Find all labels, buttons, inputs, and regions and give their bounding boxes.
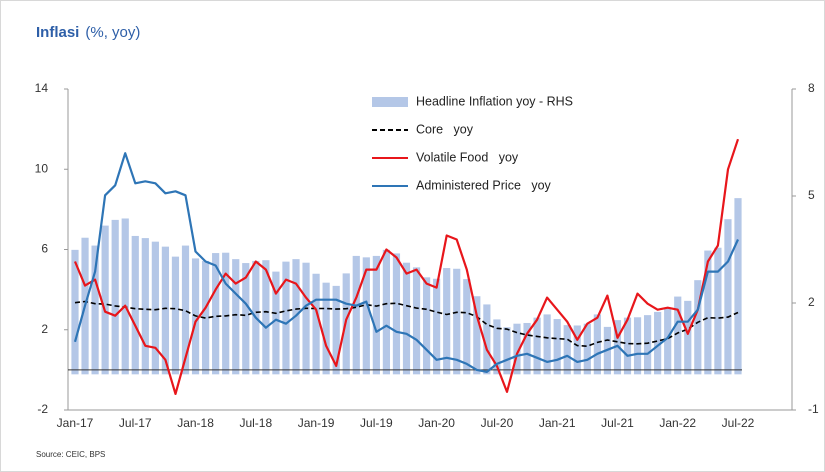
bar xyxy=(322,282,330,375)
bar xyxy=(684,300,692,375)
bar xyxy=(694,280,702,375)
bar xyxy=(453,268,461,375)
x-tick-label: Jan-18 xyxy=(177,416,214,430)
bar xyxy=(643,315,652,375)
bar xyxy=(623,317,632,375)
bar xyxy=(352,255,360,375)
bar xyxy=(704,250,712,375)
x-tick-label: Jan-22 xyxy=(659,416,696,430)
x-tick-label: Jul-19 xyxy=(360,416,393,430)
y-tick-label: 2 xyxy=(41,322,48,336)
bar xyxy=(633,317,642,375)
bar xyxy=(433,278,441,375)
bar xyxy=(473,296,481,375)
x-tick-label: Jan-19 xyxy=(298,416,335,430)
legend-swatch xyxy=(372,97,408,107)
bar xyxy=(563,325,571,375)
bar xyxy=(543,314,551,375)
bar xyxy=(222,252,230,375)
line-3 xyxy=(73,152,740,373)
bar xyxy=(422,277,431,375)
bar xyxy=(91,245,99,375)
bar xyxy=(262,260,270,375)
bar xyxy=(392,253,401,375)
bar xyxy=(674,296,682,375)
bar xyxy=(71,249,79,375)
bar xyxy=(101,225,109,375)
bar xyxy=(734,198,742,375)
bar xyxy=(412,267,421,375)
x-tick-label: Jul-20 xyxy=(481,416,514,430)
bar xyxy=(483,304,491,375)
bar xyxy=(131,235,139,375)
y2-tick-label: 5 xyxy=(808,188,815,202)
bar xyxy=(463,279,471,375)
bar xyxy=(312,273,320,375)
legend-label: Headline Inflation yoy - RHS xyxy=(416,94,573,108)
y2-tick-label: 2 xyxy=(808,295,815,309)
bar xyxy=(121,218,129,375)
bar xyxy=(151,241,159,375)
legend-label: Core yoy xyxy=(416,122,474,136)
bar xyxy=(664,307,672,375)
x-tick-label: Jan-21 xyxy=(539,416,576,430)
bar xyxy=(553,319,561,375)
line-2 xyxy=(73,138,740,395)
legend-label: Volatile Food yoy xyxy=(416,150,519,164)
legend-label: Administered Price yoy xyxy=(416,178,552,192)
y-tick-label: -2 xyxy=(37,402,48,416)
bar xyxy=(513,323,521,375)
y2-tick-label: -1 xyxy=(808,402,819,416)
bar xyxy=(282,261,290,375)
x-tick-label: Jan-17 xyxy=(57,416,94,430)
x-tick-label: Jul-22 xyxy=(722,416,755,430)
bar xyxy=(242,263,250,375)
chart-title: Inflasi (%, yoy) xyxy=(36,24,140,41)
bar xyxy=(272,271,280,375)
source: Source: CEIC, BPS xyxy=(36,450,105,459)
x-tick-label: Jul-17 xyxy=(119,416,152,430)
x-tick-label: Jul-18 xyxy=(239,416,272,430)
bar xyxy=(523,322,531,375)
bar xyxy=(111,219,119,375)
line-1 xyxy=(74,300,739,347)
bar xyxy=(533,317,541,375)
bar xyxy=(724,219,732,375)
x-tick-label: Jan-20 xyxy=(418,416,455,430)
bar xyxy=(181,245,190,375)
y2-tick-label: 8 xyxy=(808,81,815,95)
bar xyxy=(593,314,601,375)
bar xyxy=(171,256,180,375)
y-tick-label: 6 xyxy=(41,242,48,256)
bar xyxy=(161,246,170,375)
bar xyxy=(382,249,391,375)
bar xyxy=(302,262,310,375)
bar xyxy=(493,319,501,375)
x-tick-label: Jul-21 xyxy=(601,416,634,430)
bar xyxy=(141,238,149,375)
bar xyxy=(714,247,722,375)
bar xyxy=(583,323,591,375)
title: Inflasi xyxy=(36,24,79,41)
bar xyxy=(232,259,240,375)
y-tick-label: 10 xyxy=(35,161,49,175)
bar xyxy=(332,285,340,375)
bar xyxy=(402,262,411,375)
bar xyxy=(201,260,210,375)
y-tick-label: 14 xyxy=(35,81,49,95)
bar xyxy=(372,255,380,375)
bar xyxy=(212,253,220,375)
bar xyxy=(443,268,451,375)
bar xyxy=(503,327,511,375)
bar xyxy=(573,325,581,375)
bar xyxy=(362,257,370,375)
subtitle: (%, yoy) xyxy=(85,24,140,41)
bar xyxy=(654,311,662,375)
